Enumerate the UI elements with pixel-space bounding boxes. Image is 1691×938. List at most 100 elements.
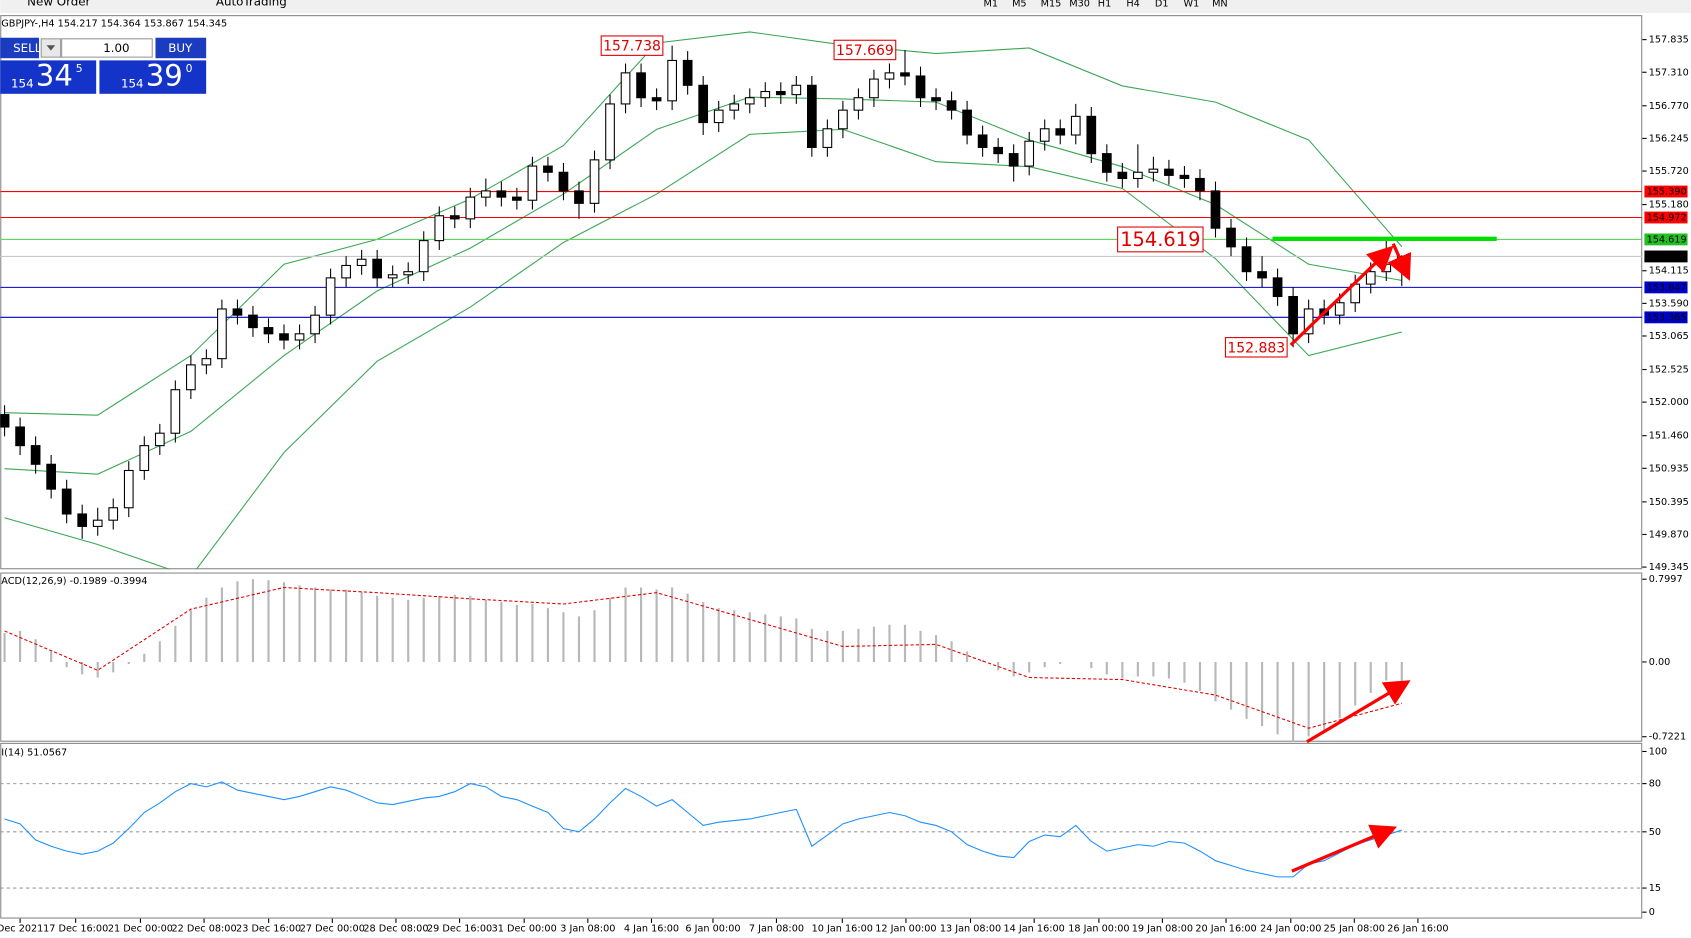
- candle-body: [589, 159, 600, 204]
- candle-body: [403, 271, 414, 276]
- candle-body: [558, 171, 569, 192]
- y-tick-label: 80: [1649, 779, 1661, 790]
- candle-body: [325, 277, 336, 316]
- ask-pips: 39: [146, 59, 183, 93]
- level-tag: [1644, 250, 1688, 263]
- candle-body: [636, 72, 646, 99]
- candle-body: [0, 414, 10, 428]
- candle-body: [900, 72, 910, 77]
- timeframe-button[interactable]: H4: [1126, 0, 1139, 9]
- y-tick-label: 155.180: [1649, 200, 1689, 211]
- candle-body: [698, 84, 709, 124]
- x-tick-label: 28 Dec 08:00: [363, 923, 428, 934]
- y-tick-label: 153.590: [1649, 298, 1689, 309]
- level-label: 155.390: [1647, 187, 1687, 198]
- y-tick-label: 149.870: [1649, 529, 1689, 540]
- candle-body: [853, 97, 864, 111]
- candle-body: [108, 507, 119, 521]
- x-tick-label: 26 Jan 16:00: [1387, 923, 1448, 934]
- signal-line: [4, 586, 1402, 729]
- candle-body: [791, 84, 802, 96]
- candle-body: [15, 426, 25, 447]
- timeframe-button[interactable]: D1: [1155, 0, 1169, 9]
- level-label: 154.619: [1647, 234, 1687, 245]
- candle-body: [713, 109, 724, 124]
- candle-body: [884, 72, 895, 80]
- y-tick-label: 150.395: [1649, 497, 1689, 508]
- level-label: 153.847: [1647, 282, 1687, 293]
- macd-plot: [3, 579, 1403, 742]
- toolbar-button[interactable]: AutoTrading: [216, 0, 287, 9]
- timeframe-button[interactable]: M1: [984, 0, 999, 9]
- candle-body: [434, 215, 445, 242]
- y-tick-label: 156.245: [1649, 133, 1689, 144]
- timeframe-button[interactable]: W1: [1184, 0, 1200, 9]
- annotations: 157.738 157.669 154.619 152.883: [600, 35, 1288, 358]
- timeframe-button[interactable]: M5: [1012, 0, 1027, 9]
- lot-input[interactable]: [61, 38, 153, 58]
- candle-body: [139, 445, 150, 472]
- candle-body: [1070, 115, 1081, 136]
- toolbar-items: New Order AutoTrading M1 M5 M15 M30 H1 H4 D1 W1 MN: [27, 0, 1228, 9]
- y-tick-label: 149.345: [1649, 562, 1689, 573]
- toolbar-button[interactable]: New Order: [27, 0, 90, 9]
- timeframe-button[interactable]: M30: [1069, 0, 1090, 9]
- x-tick-label: 22 Dec 08:00: [171, 923, 236, 934]
- timeframe-button[interactable]: MN: [1212, 0, 1228, 9]
- candle-body: [341, 264, 351, 279]
- candle-body: [232, 308, 243, 316]
- timeframe-button[interactable]: M15: [1041, 0, 1062, 9]
- candle-body: [1133, 171, 1143, 180]
- x-tick-label: 4 Jan 16:00: [624, 923, 679, 934]
- y-tick-label: -0.7221: [1649, 732, 1686, 743]
- candle-body: [667, 59, 677, 102]
- candle-body: [946, 100, 957, 111]
- candle-body: [620, 72, 631, 105]
- price-annotation-box: [1117, 226, 1204, 253]
- candle-body: [123, 469, 134, 509]
- x-tick-label: 31 Dec 00:00: [492, 923, 557, 934]
- candle-body: [543, 165, 553, 173]
- candle-body: [1241, 246, 1252, 273]
- candle-body: [1008, 153, 1019, 167]
- y-tick-label: 151.460: [1649, 431, 1689, 442]
- bid-big: 154: [11, 77, 34, 91]
- candle-body: [838, 109, 848, 130]
- candle-body: [1164, 168, 1174, 176]
- y-tick-label: 152.000: [1649, 397, 1689, 408]
- x-tick-label: 19 Jan 08:00: [1132, 923, 1193, 934]
- timeframe-button[interactable]: H1: [1098, 0, 1111, 9]
- x-tick-label: 23 Dec 16:00: [236, 923, 301, 934]
- candle-body: [248, 314, 258, 329]
- x-tick-label: 3 Jan 08:00: [560, 923, 615, 934]
- candle-body: [1039, 128, 1050, 142]
- candle-body: [682, 59, 693, 86]
- sell-button[interactable]: [0, 37, 40, 59]
- ask-box[interactable]: [99, 60, 207, 94]
- macd-frame: [0, 572, 1643, 742]
- candle-body: [651, 97, 662, 102]
- y-tick-label: 50: [1649, 827, 1661, 838]
- y-tick-label: 152.525: [1649, 365, 1689, 376]
- y-tick-label: 157.310: [1649, 67, 1689, 78]
- candle-body: [574, 190, 584, 204]
- buy-button[interactable]: [155, 37, 207, 59]
- x-tick-label: 27 Dec 00:00: [300, 923, 365, 934]
- candle-body: [729, 103, 740, 111]
- candle-body: [30, 445, 41, 465]
- bid-box[interactable]: [0, 60, 97, 94]
- ask-big: 154: [121, 77, 144, 91]
- x-tick-label: 24 Jan 00:00: [1260, 923, 1321, 934]
- candle-body: [1055, 128, 1066, 136]
- rsi-frame: [0, 742, 1643, 919]
- y-tick-label: 150.935: [1649, 463, 1689, 474]
- candle-body: [61, 488, 72, 515]
- price-annotation: 157.738: [603, 39, 661, 55]
- level-tag: [1644, 211, 1688, 224]
- candle-body: [931, 97, 941, 102]
- candle-body: [775, 90, 786, 96]
- candle-body: [744, 97, 755, 105]
- candle-body: [77, 513, 88, 527]
- candle-body: [356, 258, 367, 267]
